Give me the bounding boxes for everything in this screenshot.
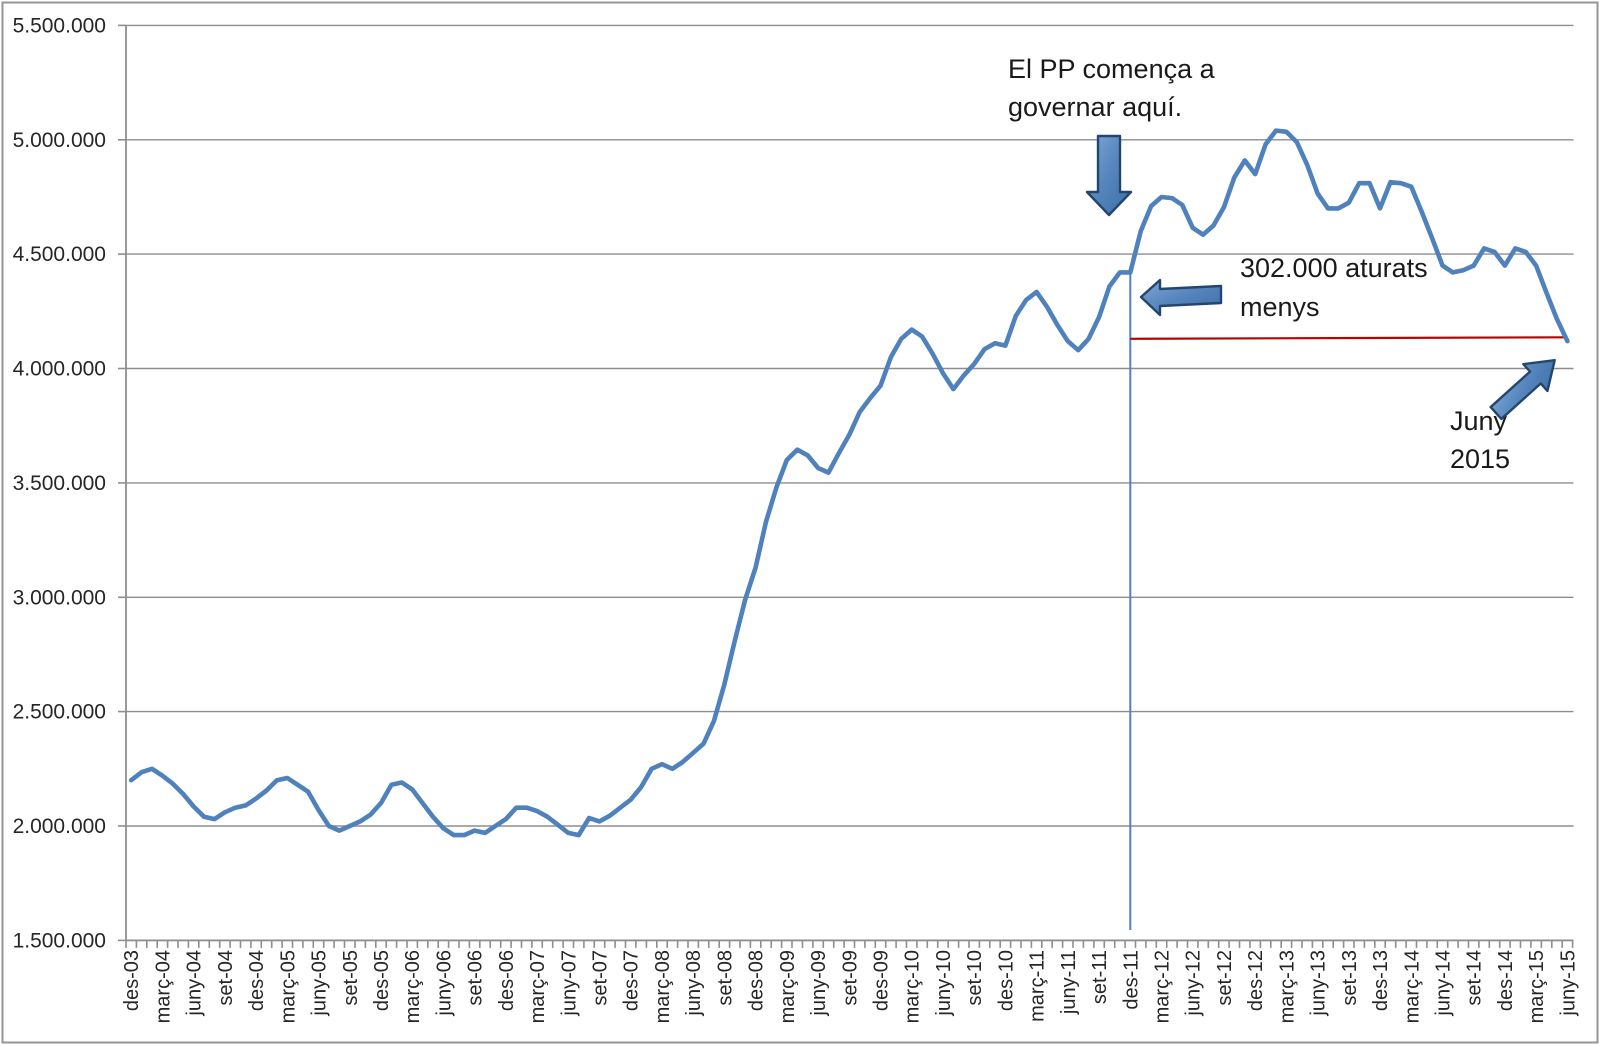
svg-text:des-11: des-11 — [1120, 950, 1142, 1010]
y-axis-labels: 5.500.000 5.000.000 4.500.000 4.000.000 3.50… — [13, 14, 106, 952]
svg-text:set-14: set-14 — [1464, 950, 1486, 1006]
svg-text:juny-14: juny-14 — [1433, 950, 1455, 1017]
svg-text:juny-10: juny-10 — [933, 950, 955, 1017]
svg-text:juny-07: juny-07 — [558, 950, 580, 1017]
svg-text:des-14: des-14 — [1495, 950, 1517, 1011]
svg-text:set-13: set-13 — [1339, 950, 1361, 1006]
svg-text:set-12: set-12 — [1214, 950, 1236, 1006]
svg-text:juny-05: juny-05 — [309, 950, 331, 1017]
svg-text:des-10: des-10 — [995, 950, 1017, 1011]
end-annotation-line2: 2015 — [1450, 444, 1510, 474]
svg-text:4.000.000: 4.000.000 — [13, 358, 106, 381]
gridlines — [126, 24, 1574, 942]
svg-text:juny-13: juny-13 — [1308, 950, 1330, 1017]
y-axis-ticks — [118, 24, 126, 942]
svg-text:2.500.000: 2.500.000 — [13, 701, 106, 724]
svg-text:març-06: març-06 — [402, 950, 424, 1023]
reduction-annotation-line1: 302.000 aturats — [1240, 253, 1428, 283]
svg-text:des-03: des-03 — [121, 950, 143, 1011]
svg-text:5.500.000: 5.500.000 — [13, 14, 106, 37]
svg-text:set-04: set-04 — [215, 950, 237, 1006]
svg-text:juny-15: juny-15 — [1557, 950, 1579, 1017]
svg-text:des-05: des-05 — [371, 950, 393, 1011]
svg-text:set-10: set-10 — [964, 950, 986, 1006]
svg-text:set-05: set-05 — [340, 950, 362, 1006]
left-arrow-icon — [1139, 278, 1223, 317]
svg-text:des-08: des-08 — [746, 950, 768, 1011]
svg-text:març-05: març-05 — [277, 950, 299, 1023]
svg-text:2.000.000: 2.000.000 — [13, 815, 106, 838]
svg-text:set-08: set-08 — [714, 950, 736, 1006]
svg-text:març-09: març-09 — [777, 950, 799, 1023]
svg-text:des-04: des-04 — [246, 950, 268, 1011]
svg-text:des-13: des-13 — [1370, 950, 1392, 1011]
svg-text:des-06: des-06 — [496, 950, 518, 1011]
x-axis-ticks — [125, 940, 1574, 948]
svg-text:març-11: març-11 — [1027, 950, 1049, 1022]
svg-text:set-06: set-06 — [465, 950, 487, 1006]
svg-text:març-10: març-10 — [902, 950, 924, 1023]
pp-annotation: El PP comença a governar aquí. — [1008, 54, 1216, 217]
svg-text:3.000.000: 3.000.000 — [13, 586, 106, 609]
svg-text:juny-04: juny-04 — [184, 950, 206, 1017]
unemployment-line — [128, 128, 1570, 838]
pp-annotation-line1: El PP comença a — [1008, 54, 1216, 84]
svg-text:març-08: març-08 — [652, 950, 674, 1023]
svg-text:juny-06: juny-06 — [433, 950, 455, 1017]
down-arrow-icon — [1085, 134, 1133, 217]
up-right-arrow-icon — [1489, 358, 1556, 421]
svg-text:març-04: març-04 — [152, 950, 174, 1023]
svg-text:març-07: març-07 — [527, 950, 549, 1023]
end-annotation: Juny 2015 — [1450, 358, 1556, 474]
svg-text:juny-11: juny-11 — [1058, 950, 1080, 1015]
svg-text:des-07: des-07 — [621, 950, 643, 1011]
svg-text:1.500.000: 1.500.000 — [13, 929, 106, 952]
svg-text:març-15: març-15 — [1526, 950, 1548, 1023]
pp-annotation-line2: governar aquí. — [1008, 92, 1182, 122]
svg-text:set-07: set-07 — [590, 950, 612, 1006]
reduction-annotation: 302.000 aturats menys — [1139, 253, 1428, 322]
svg-text:març-12: març-12 — [1152, 950, 1174, 1023]
svg-text:set-11: set-11 — [1089, 950, 1111, 1004]
svg-text:5.000.000: 5.000.000 — [13, 129, 106, 152]
svg-text:set-09: set-09 — [839, 950, 861, 1006]
svg-text:juny-12: juny-12 — [1183, 950, 1205, 1017]
svg-text:des-09: des-09 — [871, 950, 893, 1011]
svg-text:març-14: març-14 — [1401, 950, 1423, 1023]
svg-text:juny-09: juny-09 — [808, 950, 830, 1017]
svg-text:des-12: des-12 — [1245, 950, 1267, 1011]
reduction-annotation-line2: menys — [1240, 292, 1320, 322]
svg-text:4.500.000: 4.500.000 — [13, 243, 106, 266]
svg-text:juny-08: juny-08 — [683, 950, 705, 1017]
svg-text:març-13: març-13 — [1276, 950, 1298, 1023]
x-axis-labels: des-03 març-04 juny-04 set-04 des-04 març-05 j… — [121, 950, 1579, 1023]
svg-text:3.500.000: 3.500.000 — [13, 472, 106, 495]
reference-red-line — [1130, 336, 1568, 340]
